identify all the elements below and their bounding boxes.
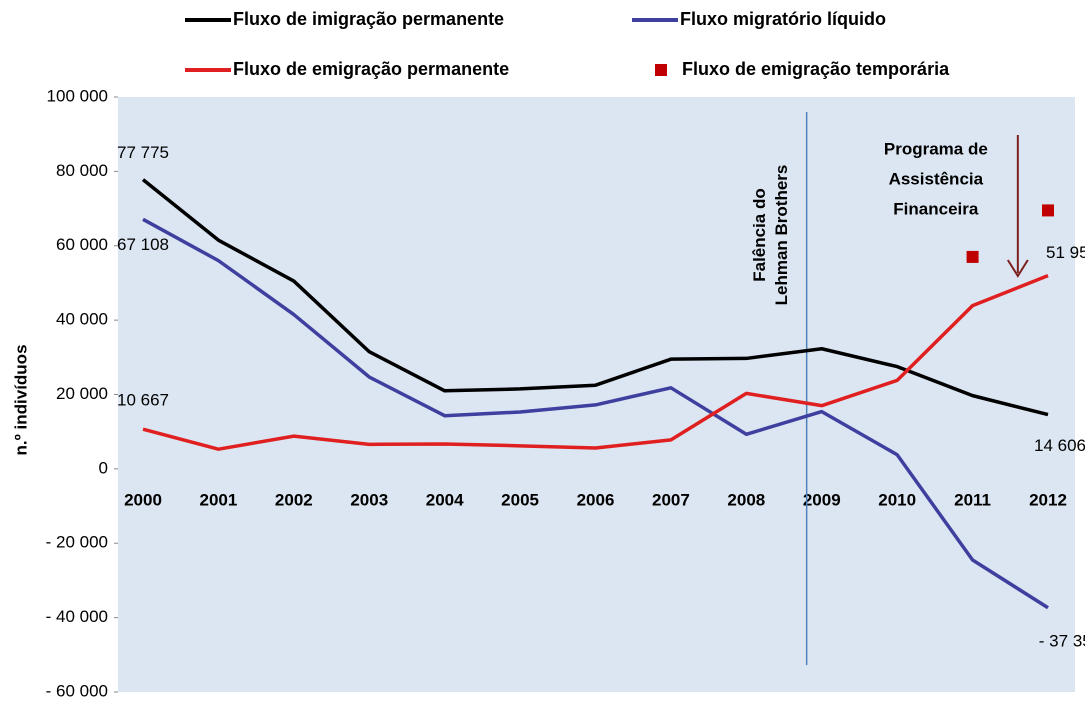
y-tick-label: - 60 000 [46, 681, 108, 700]
x-tick-label: 2007 [652, 490, 690, 509]
x-tick-label: 2009 [803, 490, 841, 509]
annotation: Programa de [884, 139, 988, 158]
series-line [141, 178, 1049, 417]
plot-area [118, 97, 1075, 692]
x-tick-label: 2012 [1029, 490, 1067, 509]
value-label: 14 606 [1034, 436, 1085, 455]
x-tick-label: 2008 [727, 490, 765, 509]
legend-label: Fluxo de imigração permanente [233, 9, 504, 29]
value-label: 51 958 [1046, 243, 1085, 262]
annotation: Financeira [893, 199, 979, 218]
annotation: Lehman Brothers [772, 165, 791, 306]
x-tick-label: 2003 [350, 490, 388, 509]
arrow-head [1006, 259, 1029, 278]
value-label: - 37 352 [1039, 631, 1085, 650]
legend-label: Fluxo migratório líquido [680, 9, 886, 29]
legend-label: Fluxo de emigração permanente [233, 59, 509, 79]
legend-swatch [655, 64, 667, 76]
x-tick-label: 2001 [200, 490, 238, 509]
legend-label: Fluxo de emigração temporária [682, 59, 950, 79]
y-tick-label: - 20 000 [46, 533, 108, 552]
value-label: 67 108 [117, 235, 169, 254]
annotation: Assistência [889, 169, 984, 188]
series-line [142, 274, 1049, 451]
y-tick-label: 100 000 [47, 86, 108, 105]
x-tick-label: 2011 [954, 490, 991, 509]
value-label: 77 775 [117, 143, 169, 162]
x-tick-label: 2000 [124, 490, 162, 509]
x-tick-label: 2006 [577, 490, 615, 509]
y-axis-label: n.º indivíduos [11, 344, 30, 455]
y-tick-label: 20 000 [56, 384, 108, 403]
marker [966, 250, 979, 263]
x-tick-label: 2002 [275, 490, 313, 509]
x-tick-label: 2005 [501, 490, 539, 509]
y-tick-label: 60 000 [56, 235, 108, 254]
marker [1042, 204, 1054, 217]
y-tick-label: 40 000 [56, 310, 108, 329]
y-tick-label: 0 [99, 458, 108, 477]
value-label: 10 667 [117, 391, 169, 410]
x-tick-label: 2004 [426, 490, 464, 509]
y-tick-label: 80 000 [56, 161, 108, 180]
y-tick-label: - 40 000 [46, 607, 108, 626]
x-tick-label: 2010 [878, 490, 916, 509]
annotation: Falência do [750, 188, 769, 282]
series-line [142, 217, 1049, 610]
